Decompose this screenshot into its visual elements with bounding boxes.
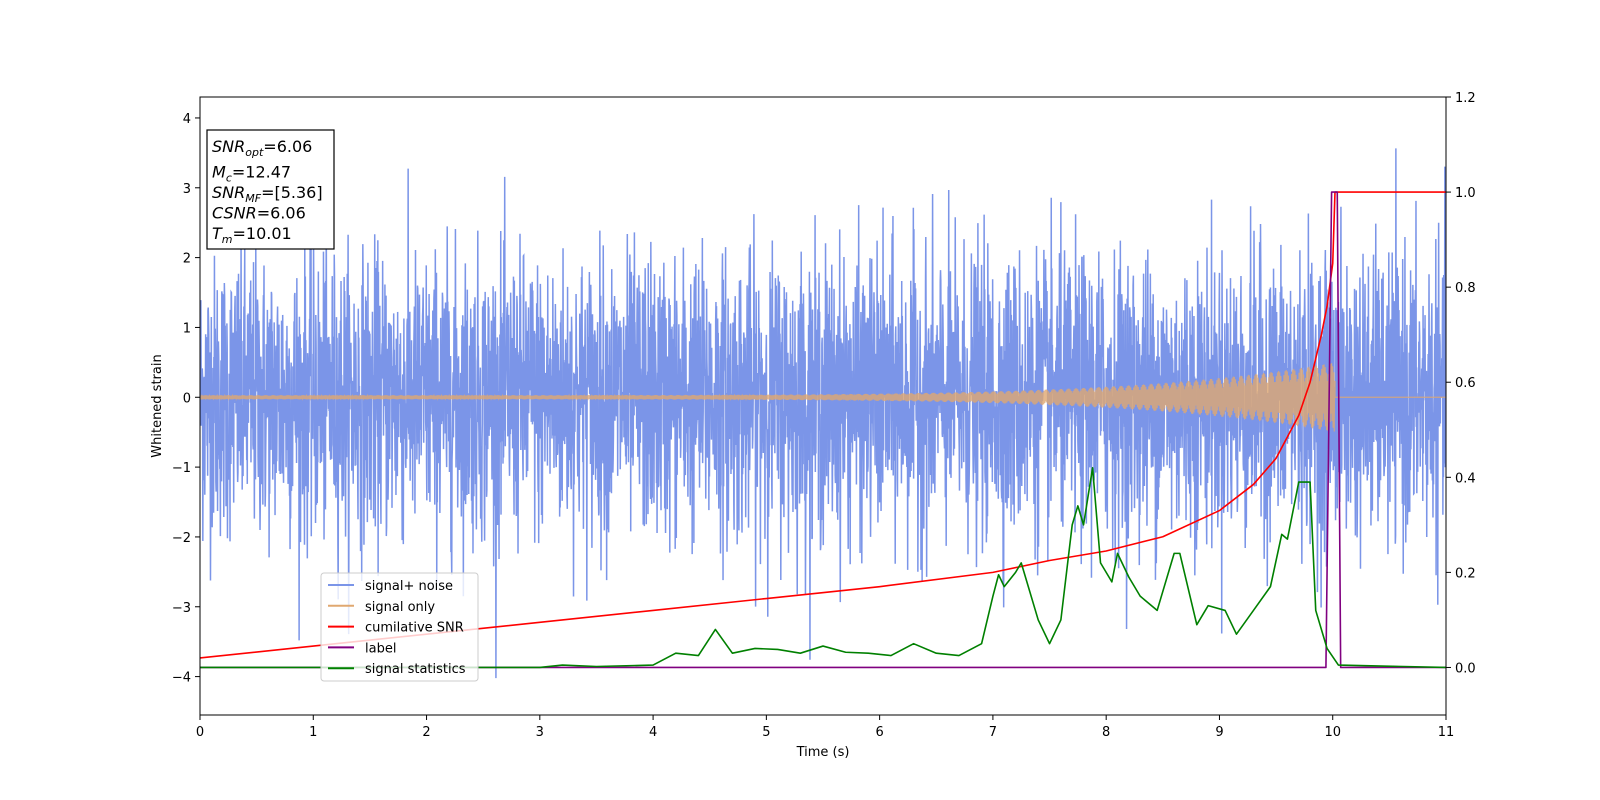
x-tick-label: 1 bbox=[309, 725, 317, 740]
plot-area bbox=[200, 148, 1446, 679]
legend: signal+ noise signal only cumilative SNR la… bbox=[320, 572, 479, 682]
y-left-tick-label: 1 bbox=[183, 321, 191, 336]
y-left-tick-label: 0 bbox=[183, 391, 191, 406]
x-tick-label: 8 bbox=[1102, 725, 1110, 740]
legend-entry: signal only bbox=[365, 600, 435, 615]
x-tick-label: 6 bbox=[875, 725, 883, 740]
series-signal-statistics-line bbox=[200, 467, 1446, 669]
x-tick-label: 7 bbox=[989, 725, 997, 740]
axes: 0 1 2 3 4 5 6 7 8 9 10 11 −4 −3 −2 −1 0 1 2 3 4 0.0 0.2 0.4 0.6 0… bbox=[172, 91, 1476, 740]
annotation-line: Mc=12.47 bbox=[212, 163, 291, 185]
y-left-tick-label: 3 bbox=[183, 182, 191, 197]
annotation-line: CSNR=6.06 bbox=[212, 204, 306, 223]
y-left-tick-label: −4 bbox=[172, 671, 191, 686]
legend-entry: label bbox=[365, 641, 396, 656]
y-axis-label: Whitened strain bbox=[150, 354, 165, 457]
x-axis-label: Time (s) bbox=[796, 745, 850, 760]
y-left-tick-label: −3 bbox=[172, 601, 191, 616]
x-tick-label: 0 bbox=[196, 725, 204, 740]
y-right-tick-label: 1.0 bbox=[1455, 186, 1476, 201]
y-right-tick-label: 0.4 bbox=[1455, 471, 1476, 486]
series-signal-only-line bbox=[200, 363, 1446, 432]
annotation-line: Tm=10.01 bbox=[212, 224, 292, 246]
annotation-box: SNRopt=6.06 Mc=12.47SNRMF=[5.36]CSNR=6.06… bbox=[206, 129, 335, 250]
annotation-frame bbox=[206, 129, 335, 250]
legend-entry: signal+ noise bbox=[365, 579, 453, 594]
x-tick-label: 4 bbox=[649, 725, 657, 740]
y-right-tick-label: 1.2 bbox=[1455, 91, 1476, 106]
y-left-tick-label: −2 bbox=[172, 531, 191, 546]
plot-frame bbox=[199, 96, 1447, 716]
legend-entry: cumilative SNR bbox=[365, 621, 464, 636]
y-right-tick-label: 0.2 bbox=[1455, 566, 1476, 581]
x-tick-label: 2 bbox=[422, 725, 430, 740]
x-tick-label: 3 bbox=[536, 725, 544, 740]
y-right-tick-label: 0.8 bbox=[1455, 281, 1476, 296]
legend-frame bbox=[320, 572, 479, 682]
y-left-tick-label: 2 bbox=[183, 252, 191, 267]
x-tick-label: 5 bbox=[762, 725, 770, 740]
x-tick-label: 9 bbox=[1215, 725, 1223, 740]
y-left-tick-label: −1 bbox=[172, 461, 191, 476]
series-label-line bbox=[200, 191, 1446, 669]
legend-entry: signal statistics bbox=[365, 662, 466, 677]
x-tick-label: 10 bbox=[1324, 725, 1341, 740]
y-right-tick-label: 0.0 bbox=[1455, 661, 1476, 676]
annotation-line: SNRMF=[5.36] bbox=[212, 183, 323, 205]
x-tick-label: 11 bbox=[1438, 725, 1455, 740]
annotation-line: SNRopt=6.06 bbox=[212, 137, 312, 159]
y-right-tick-label: 0.6 bbox=[1455, 376, 1476, 391]
y-left-tick-label: 4 bbox=[183, 112, 191, 127]
